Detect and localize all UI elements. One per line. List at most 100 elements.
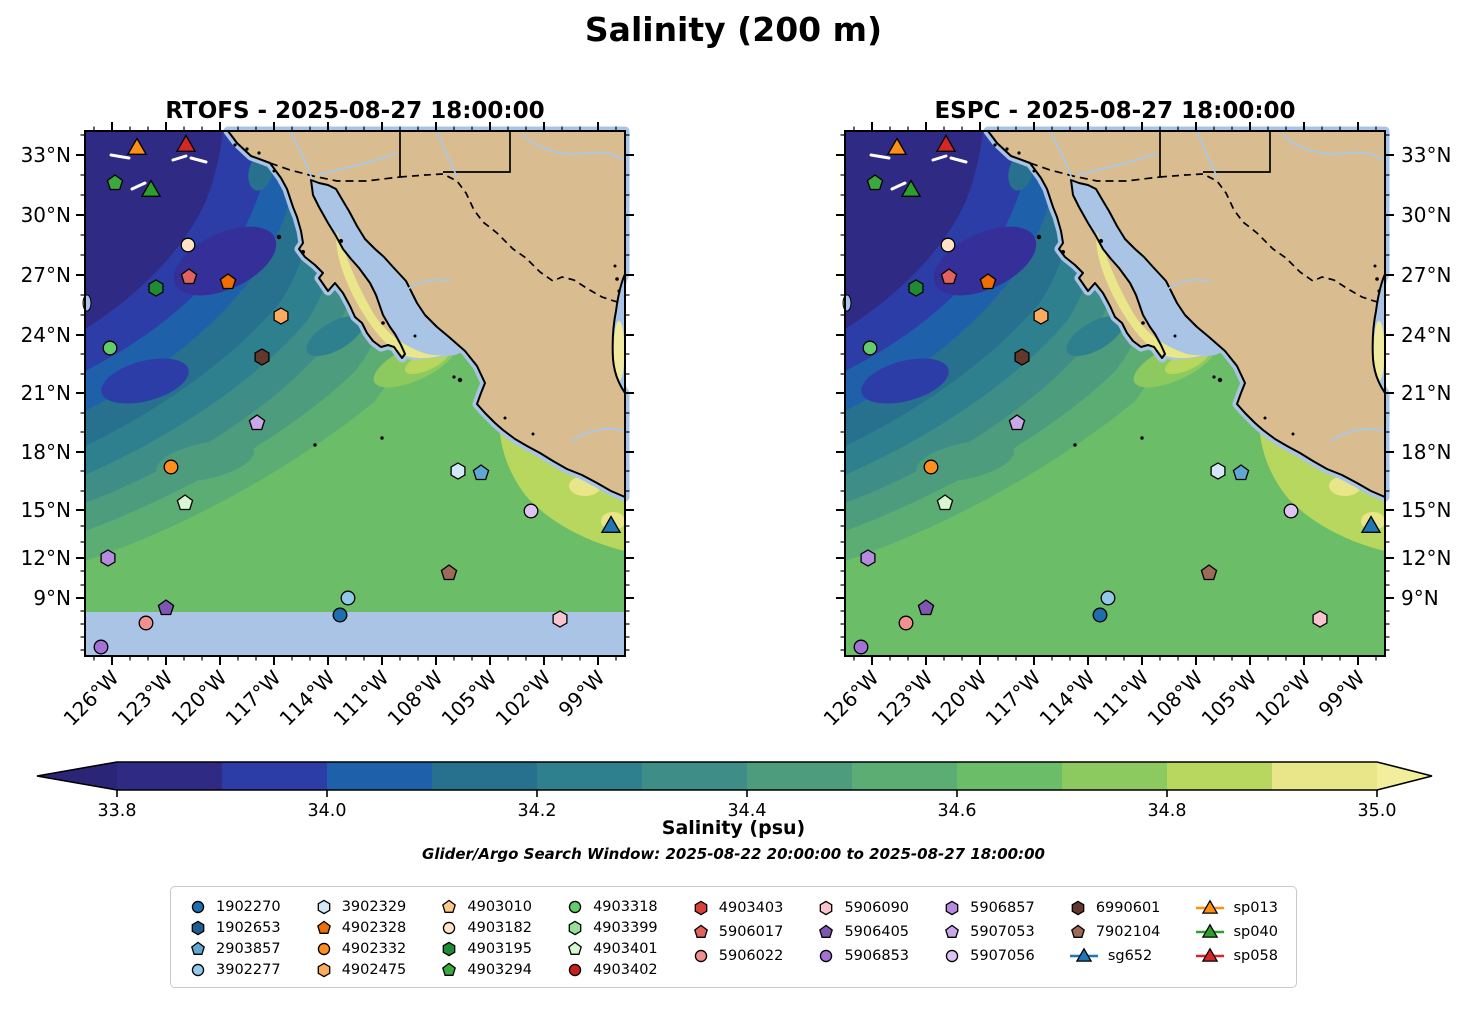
legend-entry-6990601: 6990601 bbox=[1069, 897, 1160, 919]
legend-label: 5907056 bbox=[970, 948, 1035, 964]
colorbar: 33.8 34.0 34.2 34.4 34.6 34.8 35.0 bbox=[35, 758, 1437, 824]
glyph bbox=[316, 920, 331, 934]
legend-entry-4903399: 4903399 bbox=[566, 918, 658, 937]
lat-tick-label: 12°N bbox=[21, 546, 71, 570]
legend-label: 4903403 bbox=[718, 900, 784, 916]
marker-sp040 bbox=[140, 179, 162, 197]
legend-label: 1902653 bbox=[216, 919, 281, 936]
marker-4903318 bbox=[102, 340, 118, 356]
legend-entry-3902329: 3902329 bbox=[315, 897, 406, 916]
lon-tick-label: 99°W bbox=[554, 665, 610, 721]
marker-1902270 bbox=[332, 607, 348, 623]
colorbar-left-arrow bbox=[37, 762, 117, 790]
legend-entry-4902475: 4902475 bbox=[315, 960, 406, 979]
lat-tick-label: 12°N bbox=[1401, 546, 1451, 570]
lon-tick-label: 105°W bbox=[437, 665, 502, 730]
legend-label: 3902277 bbox=[216, 961, 281, 978]
lon-tick-label: 120°W bbox=[927, 665, 992, 730]
marker-2903857 bbox=[1232, 464, 1250, 481]
lon-tick-label: 102°W bbox=[1251, 665, 1316, 730]
marker-3902329 bbox=[1210, 462, 1226, 480]
glyph bbox=[568, 941, 583, 955]
lat-tick-label: 21°N bbox=[1401, 381, 1451, 405]
glider-track bbox=[189, 156, 208, 164]
legend-entry-4903403: 4903403 bbox=[692, 897, 784, 919]
legend-marker-4902332 bbox=[317, 942, 330, 955]
lat-tick-label: 33°N bbox=[21, 143, 71, 167]
marker-5906853 bbox=[93, 639, 109, 655]
marker-7902104 bbox=[440, 564, 458, 581]
legend-entry-5907056: 5907056 bbox=[943, 945, 1035, 967]
glider-track bbox=[931, 154, 948, 162]
marker-5906853 bbox=[853, 639, 869, 655]
marker-4903401 bbox=[936, 494, 954, 511]
glider-track bbox=[171, 154, 188, 162]
legend-marker-5906405 bbox=[819, 924, 834, 938]
marker-6990601 bbox=[1014, 348, 1030, 366]
glider-track bbox=[949, 156, 968, 164]
marker-sp058 bbox=[935, 134, 957, 152]
legend-entry-5907053: 5907053 bbox=[943, 921, 1035, 943]
legend-marker-5906022 bbox=[694, 949, 707, 963]
marker-sp058 bbox=[175, 134, 197, 152]
colorbar-tick-label: 34.6 bbox=[938, 801, 977, 821]
glider-track bbox=[869, 153, 891, 160]
marker-6990601 bbox=[254, 348, 270, 366]
lon-tick-label: 126°W bbox=[819, 665, 884, 730]
colorbar-label: Salinity (psu) bbox=[661, 817, 806, 839]
legend-marker-4903318 bbox=[568, 900, 582, 913]
figure-title: Salinity (200 m) bbox=[584, 10, 883, 49]
marker-3902277 bbox=[340, 590, 356, 606]
marker-sg652 bbox=[600, 515, 622, 533]
glyph bbox=[1201, 923, 1218, 938]
glyph bbox=[443, 941, 456, 956]
legend-marker-6990601 bbox=[1071, 900, 1085, 916]
lon-tick-label: 105°W bbox=[1197, 665, 1262, 730]
lon-tick-label: 123°W bbox=[113, 665, 178, 730]
legend-entry-4903182: 4903182 bbox=[440, 918, 532, 937]
legend-marker-4903403 bbox=[694, 900, 708, 916]
legend-label: 1902270 bbox=[216, 898, 281, 915]
legend-entry-4903402: 4903402 bbox=[566, 960, 658, 979]
colorbar-tick-label: 34.8 bbox=[1148, 801, 1187, 821]
legend-label: 4903402 bbox=[593, 961, 658, 978]
marker-4902328 bbox=[219, 273, 237, 290]
glyph bbox=[693, 924, 708, 938]
legend-entry-7902104: 7902104 bbox=[1069, 921, 1161, 943]
legend-entry-4902332: 4902332 bbox=[315, 939, 406, 958]
marker-2903857 bbox=[472, 464, 490, 481]
legend-entry-sp040: sp040 bbox=[1195, 921, 1278, 943]
legend-column: sp013 sp040 sp058 bbox=[1195, 897, 1278, 979]
legend-marker-5906090 bbox=[820, 900, 833, 916]
lon-tick-label: 117°W bbox=[981, 665, 1046, 730]
legend-entry-2903857: 2903857 bbox=[189, 939, 281, 958]
marker-5907056 bbox=[523, 503, 539, 519]
map-title-rtofs: RTOFS - 2025-08-27 18:00:00 bbox=[165, 98, 545, 124]
legend-label: 4903401 bbox=[593, 940, 658, 957]
legend-marker-5906017 bbox=[693, 924, 708, 938]
lon-tick-label: 108°W bbox=[383, 665, 448, 730]
colorbar-tick-label: 34.4 bbox=[728, 801, 767, 821]
marker-4902475 bbox=[273, 307, 289, 325]
marker-4903195 bbox=[908, 279, 924, 297]
marker-5906017 bbox=[940, 268, 958, 285]
legend-label: 5906853 bbox=[844, 948, 910, 964]
legend-marker-5906857 bbox=[945, 900, 959, 916]
glyph bbox=[317, 942, 330, 955]
legend-label: sp040 bbox=[1233, 924, 1278, 940]
marker-4903195 bbox=[148, 279, 164, 297]
legend-label: 7902104 bbox=[1095, 924, 1161, 940]
lon-tick-label: 99°W bbox=[1314, 665, 1370, 721]
glyph bbox=[443, 921, 456, 934]
lat-tick-label: 18°N bbox=[21, 440, 71, 464]
lat-tick-label: 15°N bbox=[21, 498, 71, 522]
legend-label: 5906022 bbox=[718, 948, 784, 964]
lat-tick-label: 18°N bbox=[1401, 440, 1451, 464]
glyph bbox=[568, 963, 582, 976]
glyph bbox=[568, 900, 582, 913]
marker-3902277 bbox=[1100, 590, 1116, 606]
lat-tick-label: 9°N bbox=[1401, 586, 1439, 610]
float-legend: 1902270 1902653 2903857 3902277 3902329 49023… bbox=[170, 886, 1297, 988]
map-espc: 126°W123°W120°W117°W114°W111°W108°W105°W… bbox=[819, 122, 1451, 731]
legend-marker-5907053 bbox=[945, 924, 960, 938]
